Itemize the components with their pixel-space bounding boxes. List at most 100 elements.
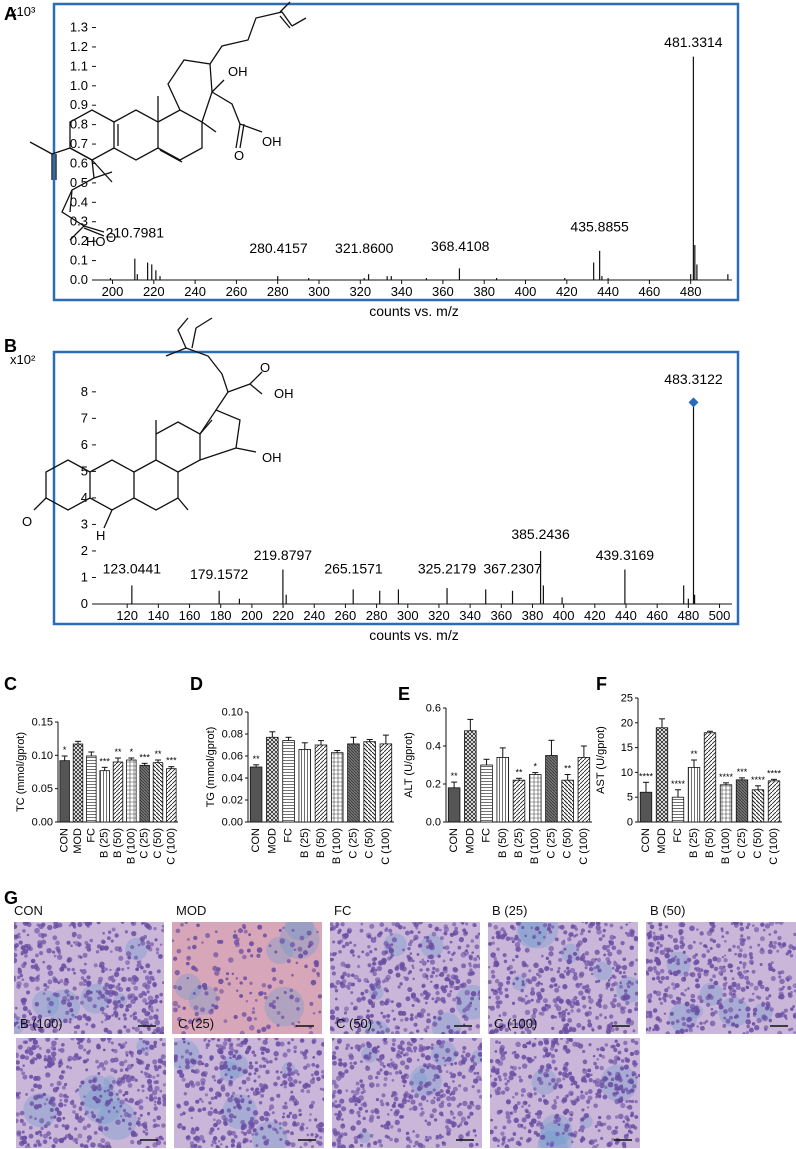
- micrograph-cell: [17, 932, 21, 936]
- micrograph-cell: [36, 1020, 40, 1024]
- micrograph-cell: [227, 957, 234, 963]
- micrograph-cell: [145, 1128, 148, 1132]
- micrograph-cell: [729, 963, 734, 968]
- micrograph-cell: [579, 931, 584, 936]
- micrograph-cell: [369, 969, 373, 974]
- micrograph-cell: [86, 1139, 90, 1143]
- micrograph-cell: [563, 930, 568, 935]
- micrograph-cell: [134, 1078, 138, 1082]
- micrograph-cell: [634, 991, 638, 996]
- micrograph-cell: [148, 970, 153, 975]
- micrograph-cell: [534, 926, 540, 931]
- micrograph-cell: [210, 1107, 213, 1110]
- micrograph-cell: [136, 1140, 142, 1145]
- micrograph-cell: [625, 1020, 631, 1025]
- micrograph-cell: [122, 1013, 127, 1017]
- micrograph-cell: [139, 1113, 143, 1117]
- micrograph-cell: [22, 1006, 28, 1012]
- micrograph-cell: [429, 944, 435, 951]
- panel-letter-c: C: [4, 674, 17, 694]
- micrograph-cell: [241, 1079, 247, 1085]
- micrograph-cell: [616, 1086, 621, 1091]
- micrograph-cell: [249, 981, 253, 985]
- micrograph-cell: [288, 1082, 294, 1088]
- micrograph-cell: [432, 1078, 436, 1082]
- micrograph-cell: [350, 973, 355, 978]
- micrograph-cell: [399, 1055, 403, 1058]
- y-tick-label: 0.00: [32, 817, 53, 829]
- micrograph-cell: [246, 948, 251, 953]
- micrograph-cell: [41, 933, 45, 937]
- micrograph-cell: [551, 925, 555, 929]
- micrograph-cell: [699, 999, 704, 1004]
- micrograph-cell: [413, 938, 416, 941]
- peak-label: 265.1571: [324, 561, 383, 577]
- micrograph-cell: [658, 1018, 663, 1023]
- micrograph-cell: [274, 1057, 278, 1061]
- micrograph-cell: [102, 931, 105, 935]
- micrograph-cell: [649, 993, 653, 996]
- bar: [314, 744, 328, 823]
- micrograph-cell: [126, 1077, 132, 1083]
- micrograph-cell: [390, 1061, 395, 1066]
- micrograph-cell: [64, 1094, 67, 1097]
- micrograph-cell: [340, 1106, 347, 1112]
- micrograph-cell: [548, 962, 552, 966]
- micrograph-cell: [152, 1142, 158, 1148]
- x-tick-label: 280: [267, 284, 289, 299]
- micrograph-cell: [210, 1096, 215, 1101]
- micrograph-cell: [138, 993, 144, 999]
- micrograph-cell: [447, 1119, 452, 1124]
- micrograph-cell: [99, 1006, 105, 1012]
- micrograph-cell: [315, 1064, 320, 1069]
- micrograph-cell: [508, 1074, 514, 1081]
- micrograph-cell: [282, 1052, 288, 1058]
- micrograph-cell: [789, 950, 792, 953]
- micrograph-cell: [494, 1021, 498, 1025]
- micrograph-cell: [141, 1084, 145, 1088]
- micrograph-cell: [205, 1046, 209, 1050]
- micrograph-cell: [86, 975, 91, 980]
- micrograph-cell: [394, 1109, 400, 1115]
- micrograph-cell: [419, 992, 424, 997]
- micrograph-cell: [152, 978, 155, 981]
- significance-mark: *: [533, 762, 537, 772]
- micrograph-cell: [461, 1015, 465, 1019]
- micrograph-cell: [388, 1071, 393, 1076]
- micrograph-cell: [665, 1031, 671, 1034]
- micrograph-cell: [379, 1000, 385, 1006]
- micrograph-cell: [544, 1007, 549, 1012]
- micrograph-cell: [365, 1065, 371, 1071]
- micrograph-cell: [259, 991, 264, 996]
- micrograph-cell: [374, 1109, 380, 1115]
- micrograph-cell: [22, 929, 26, 933]
- micrograph-cell: [286, 1048, 291, 1053]
- micrograph-cell: [488, 941, 493, 946]
- micrograph-cell: [138, 1030, 143, 1034]
- micrograph-cell: [624, 1056, 628, 1061]
- micrograph-cell: [514, 934, 519, 939]
- micrograph-cell: [289, 994, 294, 1000]
- micrograph-cell: [634, 1007, 638, 1012]
- micrograph-cell: [674, 955, 677, 959]
- significance-mark: **: [515, 767, 523, 777]
- micrograph-cell: [679, 1028, 685, 1034]
- micrograph-cell: [490, 1074, 492, 1078]
- micrograph-cell: [72, 1110, 76, 1114]
- micrograph-cell: [683, 993, 686, 997]
- micrograph-cell: [709, 1020, 716, 1027]
- micrograph-cell: [420, 1053, 426, 1058]
- x-tick-label: 300: [308, 284, 330, 299]
- micrograph-cell: [756, 1017, 762, 1024]
- micrograph-cell: [233, 930, 237, 933]
- micrograph-cell: [460, 1059, 466, 1065]
- micrograph-cell: [435, 967, 440, 973]
- micrograph-cell: [654, 1025, 658, 1029]
- micrograph-cell: [314, 962, 319, 968]
- micrograph-cell: [442, 1056, 445, 1060]
- micrograph-cell: [227, 1131, 232, 1136]
- micrograph-cell: [461, 922, 464, 925]
- micrograph-cell: [335, 1115, 341, 1121]
- micrograph-cell: [47, 1010, 51, 1014]
- micrograph-cell: [426, 1121, 432, 1126]
